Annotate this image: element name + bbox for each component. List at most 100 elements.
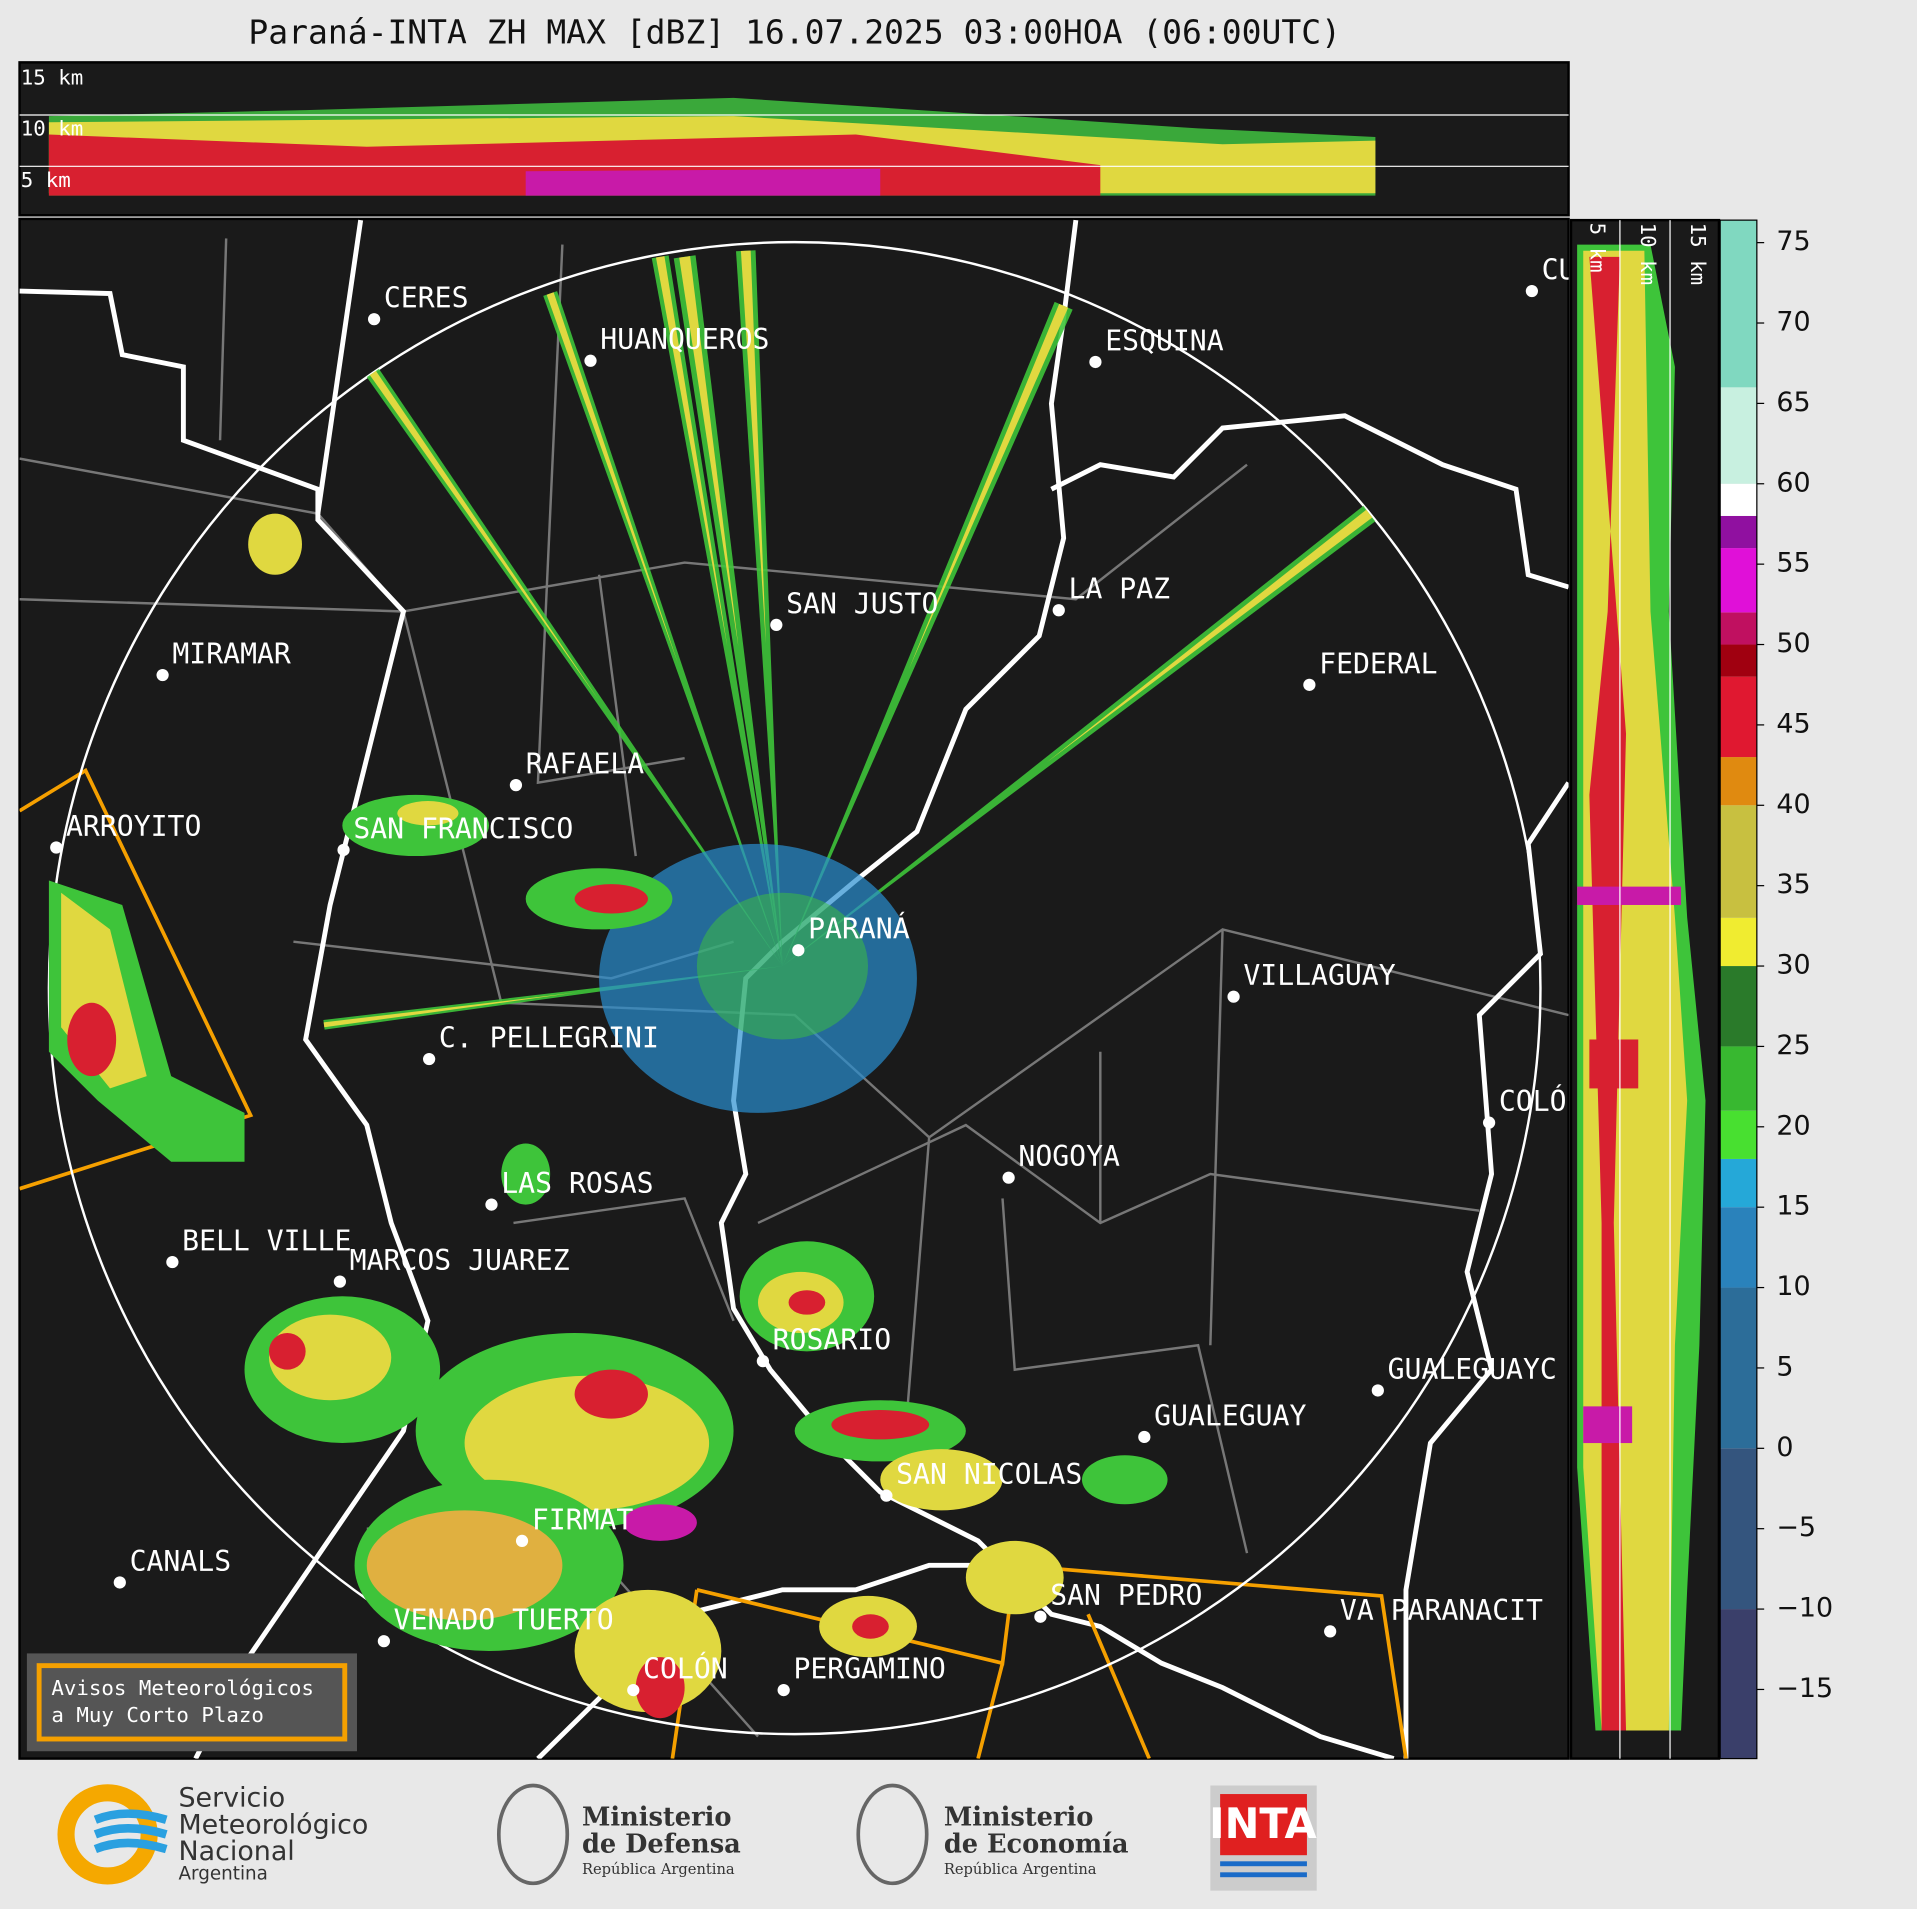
map: CERES HUANQUEROS ESQUINA SAN JUSTO LA PAZ MIR… [19, 219, 1569, 1759]
side-echo [1577, 244, 1706, 1731]
city-dot [377, 1635, 391, 1648]
city-label: CERES [384, 282, 469, 315]
city-dot [485, 1198, 498, 1211]
city-dot [770, 618, 783, 632]
logo-text: de Economía [944, 1829, 1129, 1859]
colorbar-segment [1720, 966, 1757, 1047]
cities: CERES HUANQUEROS ESQUINA SAN JUSTO LA PAZ MIR… [50, 253, 1569, 1697]
city-label: MARCOS JUAREZ [350, 1244, 570, 1277]
city-label: GUALEGUAYC [1388, 1353, 1557, 1386]
colorbar-label: 55 [1776, 548, 1810, 579]
city-label: LAS ROSAS [501, 1167, 653, 1200]
city-dot [1002, 1171, 1015, 1184]
warning-frame [36, 1663, 348, 1742]
city-label: NOGOYA [1018, 1140, 1120, 1173]
colorbar-label: −10 [1776, 1593, 1833, 1624]
colorbar-segment [1720, 805, 1757, 918]
city-dot [1138, 1430, 1151, 1444]
echo-ray-core [655, 256, 728, 647]
city-dot [156, 668, 169, 682]
height-label: 10 km [21, 117, 84, 141]
echo-ray [543, 291, 783, 967]
colorbar-segment [1720, 676, 1757, 758]
colorbar-label: 5 [1776, 1351, 1793, 1382]
city-label: PERGAMINO [793, 1653, 945, 1686]
city-dot [166, 1255, 179, 1269]
colorbar-segment [1720, 483, 1757, 516]
echo-ray-core [323, 992, 577, 1028]
height-label: 15 km [21, 65, 84, 89]
colorbar-label: −15 [1776, 1673, 1833, 1704]
colorbar-segment [1720, 515, 1757, 549]
city-label: GUALEGUAY [1154, 1399, 1306, 1432]
height-label: 5 km [21, 168, 71, 192]
logo-text: República Argentina [944, 1861, 1097, 1878]
logo-text: Argentina [178, 1864, 267, 1885]
colorbar-segment [1720, 917, 1757, 967]
colorbar-segment [1720, 387, 1757, 484]
logo-text: Ministerio [944, 1803, 1094, 1833]
city-label: RAFAELA [526, 748, 645, 781]
city-label: SAN FRANCISCO [353, 812, 573, 845]
warning-box [26, 1653, 357, 1752]
city-label: ARROYITO [66, 810, 201, 843]
top-echo [48, 97, 1376, 196]
city-label: LA PAZ [1069, 573, 1171, 606]
echo-rays [323, 250, 1376, 1030]
shield [856, 1783, 929, 1886]
city-dot [1089, 355, 1102, 369]
colorbar-label: 20 [1776, 1110, 1810, 1141]
city-label: CANALS [130, 1545, 232, 1578]
colorbar-segment [1720, 548, 1757, 613]
city-dot [792, 944, 805, 957]
city-label: COLÓ [1499, 1084, 1567, 1118]
colorbar-segment [1720, 1158, 1757, 1208]
colorbar-segment [1720, 1287, 1757, 1449]
city-label: VA PARANACIT [1340, 1594, 1543, 1627]
city-dot [584, 354, 597, 367]
city-label: COLÓN [643, 1652, 728, 1686]
city-dot [1525, 284, 1539, 298]
colorbar-frame [1719, 219, 1758, 1760]
city-dot [113, 1576, 126, 1589]
title: Paraná-INTA ZH MAX [dBZ] 16.07.2025 03:0… [248, 13, 1341, 52]
colorbar-segment [1720, 1609, 1757, 1759]
colorbar-label: 75 [1776, 226, 1810, 257]
colorbar-segment [1720, 644, 1757, 677]
city-dot [880, 1489, 893, 1502]
colorbar-segment [1720, 1110, 1757, 1159]
echo-ray [736, 250, 783, 967]
inta-stripe [1220, 1872, 1307, 1878]
city-label: VILLAGUAY [1243, 959, 1395, 992]
city-label: SAN JUSTO [786, 587, 938, 620]
colorbar-segment [1720, 1448, 1757, 1610]
city-dot [515, 1534, 529, 1548]
city-dot [756, 1355, 770, 1368]
city-dot [509, 779, 523, 792]
logos: Servicio Meteorológico Nacional Argentin… [57, 1782, 1317, 1891]
height-label: 10 km [1636, 223, 1660, 286]
colorbar-segment [1720, 1207, 1757, 1288]
city-dot [1482, 1116, 1496, 1129]
city-dot [1227, 990, 1240, 1003]
city-label: C. PELLEGRINI [439, 1021, 659, 1054]
logo-text: INTA [1209, 1799, 1317, 1848]
colorbar-label: 35 [1776, 869, 1810, 900]
city-dot [333, 1275, 346, 1288]
warning-text: Avisos Meteorológicos [51, 1676, 314, 1700]
echo-ray-core [908, 303, 1069, 669]
height-label: 5 km [1586, 223, 1610, 273]
colorbar-label: 45 [1776, 708, 1810, 739]
inta-red [1220, 1794, 1307, 1856]
echo-ray [673, 255, 783, 967]
inta-stripe [1220, 1861, 1307, 1867]
city-label: VENADO TUERTO [394, 1604, 614, 1637]
echo-ray [651, 255, 783, 967]
colorbar-label: 50 [1776, 628, 1810, 659]
city-label: FIRMAT [532, 1503, 634, 1536]
city-label: MIRAMAR [172, 637, 291, 670]
height-label: 15 km [1686, 223, 1710, 286]
echo-ray-core [1046, 509, 1373, 763]
colorbar-label: 60 [1776, 467, 1810, 498]
